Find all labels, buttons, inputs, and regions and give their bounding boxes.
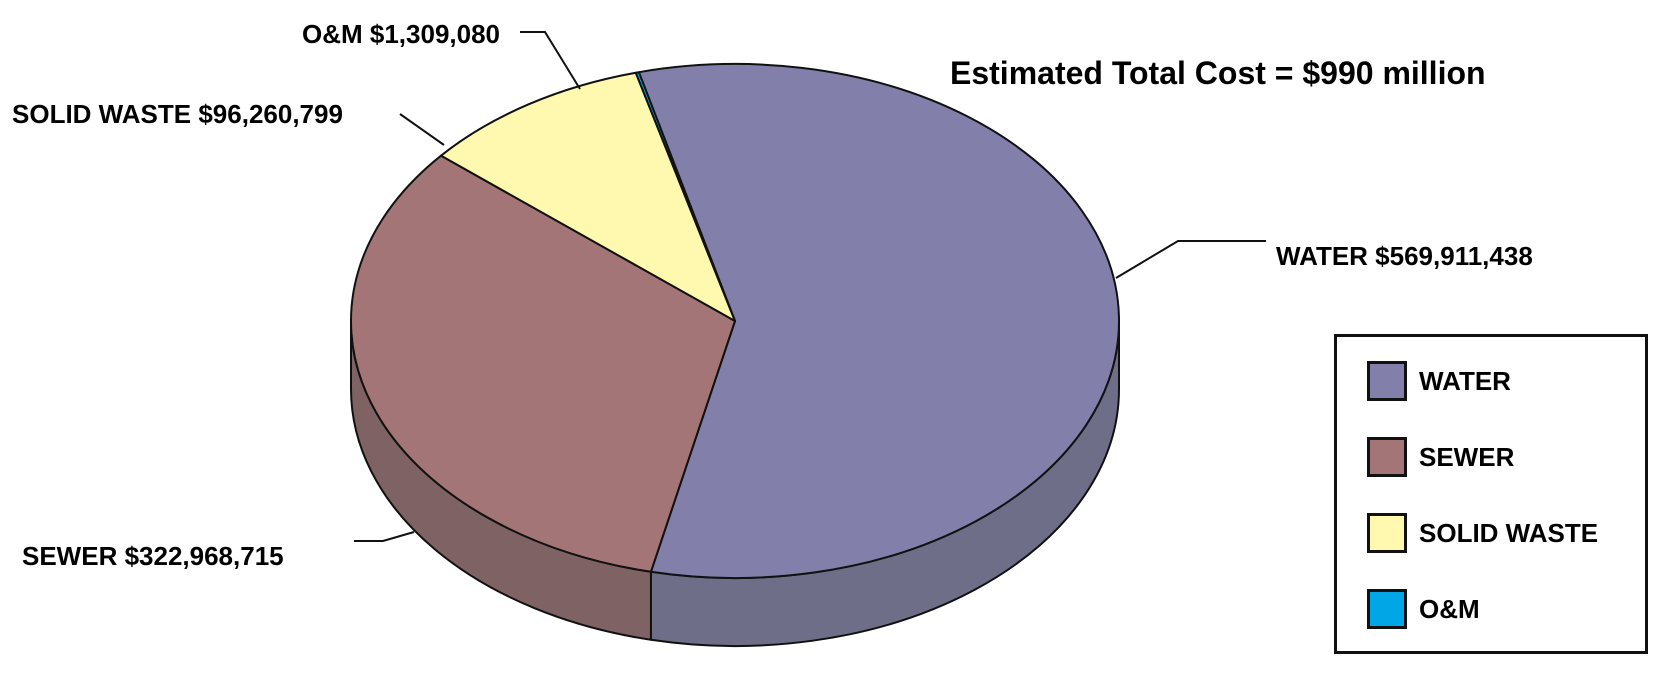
legend-swatch-solid-waste xyxy=(1367,513,1407,553)
leader-line-solid-waste xyxy=(399,113,445,146)
legend-item-om: O&M xyxy=(1367,587,1480,631)
pie-slice-sewer xyxy=(350,154,736,573)
chart-title: Estimated Total Cost = $990 million xyxy=(950,55,1486,91)
legend-swatch-om xyxy=(1367,589,1407,629)
leader-line-om xyxy=(520,31,581,90)
legend-swatch-water xyxy=(1367,361,1407,401)
pie-slice-solid-waste xyxy=(439,71,736,322)
legend-label-water: WATER xyxy=(1419,365,1511,396)
chart-legend: WATER SEWER SOLID WASTE O&M xyxy=(1334,334,1648,654)
legend-item-solid-waste: SOLID WASTE xyxy=(1367,511,1598,555)
legend-swatch-sewer xyxy=(1367,437,1407,477)
pie-leaders xyxy=(354,31,1266,542)
leader-line-sewer xyxy=(354,531,415,542)
pie-slice-water xyxy=(637,63,1120,579)
data-label-om: O&M $1,309,080 xyxy=(302,19,500,49)
data-label-water: WATER $569,911,438 xyxy=(1276,241,1533,271)
legend-label-sewer: SEWER xyxy=(1419,441,1515,472)
pie-tops xyxy=(350,63,1120,579)
data-label-sewer: SEWER $322,968,715 xyxy=(22,541,284,571)
legend-label-solid-waste: SOLID WASTE xyxy=(1419,517,1599,548)
pie-slice-om xyxy=(634,71,736,322)
legend-label-om: O&M xyxy=(1419,593,1480,624)
legend-item-water: WATER xyxy=(1367,359,1511,403)
data-label-solid-waste: SOLID WASTE $96,260,799 xyxy=(12,99,343,129)
legend-item-sewer: SEWER xyxy=(1367,435,1514,479)
leader-line-water xyxy=(1115,240,1266,279)
